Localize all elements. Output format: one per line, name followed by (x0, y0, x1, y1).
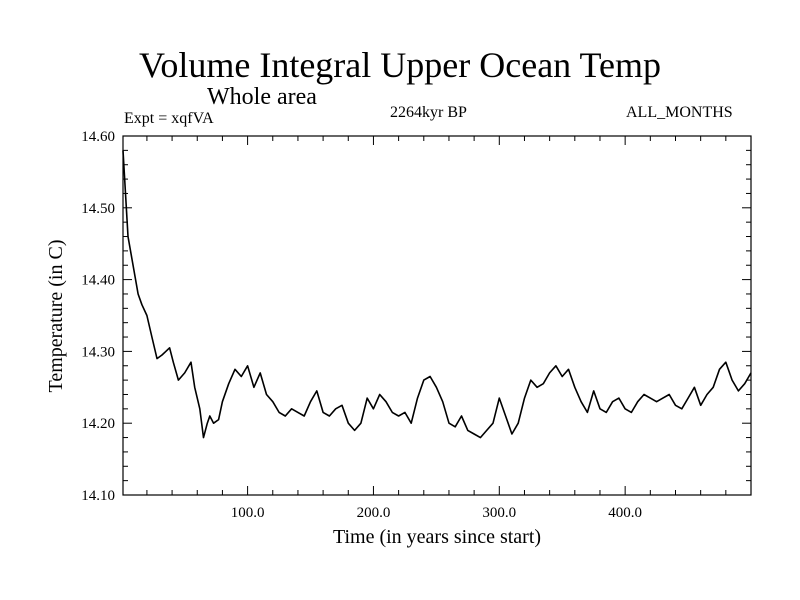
y-axis-label: Temperature (in C) (45, 240, 67, 393)
axis-ticks (123, 135, 751, 496)
experiment-label: Expt = xqfVA (124, 110, 214, 127)
y-tick-label: 14.40 (81, 273, 115, 289)
x-tick-label: 300.0 (482, 505, 516, 521)
axis-tick-labels: 100.0 200.0 300.0 400.0 14.10 14.20 14.30 14.40… (81, 129, 642, 521)
chart-title: Volume Integral Upper Ocean Temp (139, 45, 661, 85)
y-tick-label: 14.50 (81, 201, 115, 217)
x-tick-label: 200.0 (357, 505, 391, 521)
y-tick-label: 14.10 (81, 488, 115, 504)
x-axis-label: Time (in years since start) (333, 526, 541, 548)
y-tick-label: 14.20 (81, 416, 115, 432)
x-tick-label: 100.0 (231, 505, 265, 521)
months-label: ALL_MONTHS (626, 104, 733, 121)
period-label: 2264kyr BP (390, 104, 467, 121)
plot-frame (122, 135, 752, 496)
y-tick-label: 14.30 (81, 344, 115, 360)
x-tick-label: 400.0 (608, 505, 642, 521)
series-line (122, 150, 752, 439)
chart-subtitle: Whole area (207, 84, 317, 110)
y-tick-label: 14.60 (81, 129, 115, 145)
